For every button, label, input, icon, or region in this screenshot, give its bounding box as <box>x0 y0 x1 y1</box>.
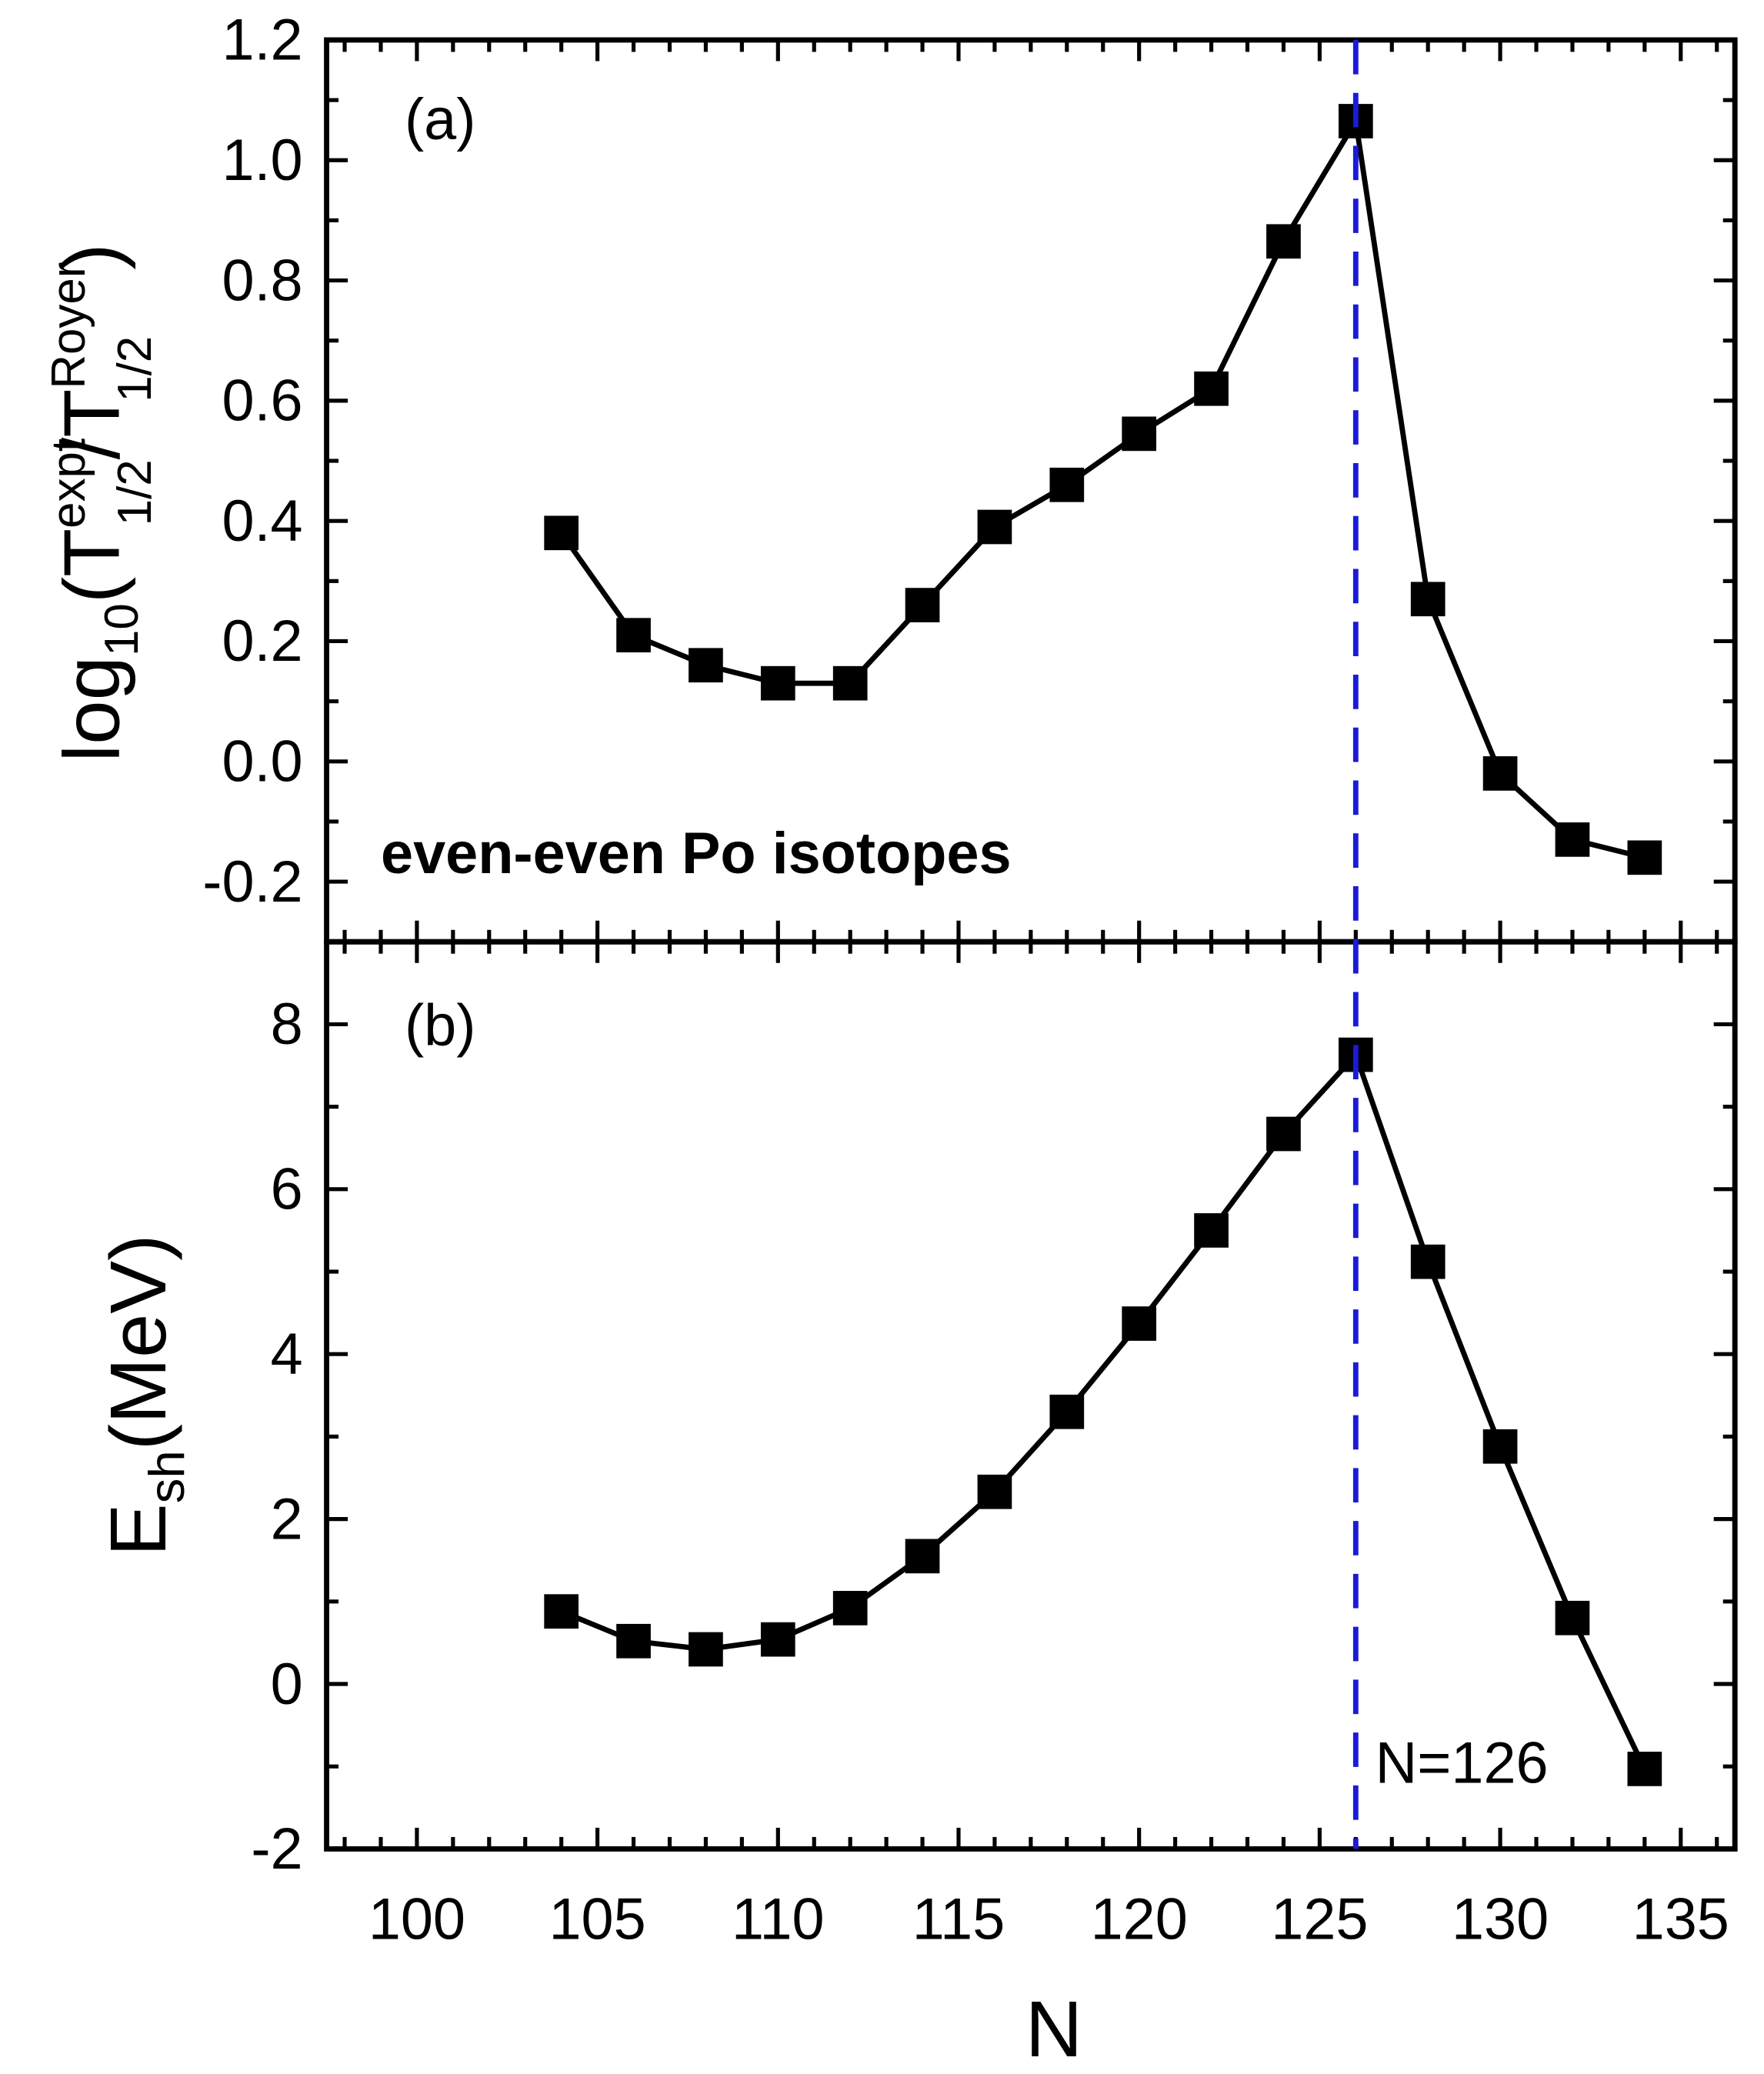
y-tick-label: 0.6 <box>222 369 302 434</box>
data-point <box>905 588 940 622</box>
data-point <box>544 1594 579 1629</box>
y-tick-label: 4 <box>271 1322 303 1387</box>
x-tick-label: 130 <box>1452 1887 1549 1952</box>
data-point <box>1049 1394 1085 1429</box>
data-point <box>689 1632 723 1667</box>
data-point <box>1266 224 1301 259</box>
data-point <box>760 1622 795 1657</box>
data-point <box>760 665 795 701</box>
series-line-1 <box>560 1049 1647 1770</box>
y-tick-label: 1.2 <box>222 8 302 73</box>
data-point <box>977 509 1012 545</box>
y-tick-label: 0.2 <box>222 609 302 674</box>
y-tick-label: -2 <box>251 1817 302 1882</box>
data-point <box>1122 416 1157 452</box>
series-line-0 <box>559 113 1646 861</box>
panel-b-label: (b) <box>405 993 475 1058</box>
data-point <box>832 665 868 701</box>
annotation-n126: N=126 <box>1376 1731 1549 1796</box>
data-point <box>1555 1600 1590 1636</box>
y-tick-label: 6 <box>271 1158 303 1222</box>
x-tick-label: 105 <box>549 1887 646 1952</box>
data-point <box>905 1539 940 1574</box>
svg-text:Esh(MeV): Esh(MeV) <box>94 1235 195 1557</box>
x-tick-label: 125 <box>1271 1887 1368 1952</box>
data-point <box>1410 582 1446 617</box>
data-point <box>1122 1306 1157 1341</box>
data-point <box>1482 1429 1518 1464</box>
y-tick-label: 0.4 <box>222 489 302 554</box>
y-tick-label: 0.8 <box>222 248 302 313</box>
y-tick-label: 2 <box>271 1487 303 1552</box>
x-axis-label: N <box>1025 1985 1082 2073</box>
data-point <box>1555 822 1590 857</box>
data-point <box>1049 467 1085 502</box>
data-point <box>1627 1752 1662 1786</box>
y-axis-label-bottom: Esh(MeV) <box>94 1235 195 1557</box>
y-tick-label: -0.2 <box>202 850 302 915</box>
data-point <box>1194 1213 1229 1248</box>
data-point <box>616 618 651 653</box>
y-axis-label-top: log10(Texpt 1/2/TRoyer 1/2) <box>42 243 162 762</box>
x-tick-label: 110 <box>732 1887 825 1952</box>
data-point <box>1410 1244 1446 1279</box>
data-point <box>1194 371 1229 406</box>
x-tick-label: 100 <box>368 1887 465 1952</box>
x-tick-label: 120 <box>1091 1887 1188 1952</box>
data-point <box>689 648 723 683</box>
y-tick-label: 0.0 <box>222 730 302 795</box>
y-tick-label: 0 <box>271 1652 303 1717</box>
x-tick-label: 135 <box>1632 1887 1729 1952</box>
panel-a-label: (a) <box>405 88 475 152</box>
panel-0-frame <box>324 37 1738 945</box>
data-point <box>1482 756 1518 791</box>
data-point <box>1627 840 1662 875</box>
y-tick-label: 8 <box>271 992 303 1057</box>
data-point <box>977 1474 1012 1509</box>
data-point <box>1266 1116 1301 1152</box>
x-tick-label: 115 <box>912 1887 1005 1952</box>
annotation-po-isotopes: even-even Po isotopes <box>381 822 1012 886</box>
data-point <box>616 1623 651 1659</box>
data-point <box>544 515 579 551</box>
panel-1-frame <box>324 939 1738 1852</box>
y-tick-label: 1.0 <box>222 128 302 193</box>
data-point <box>832 1591 868 1626</box>
